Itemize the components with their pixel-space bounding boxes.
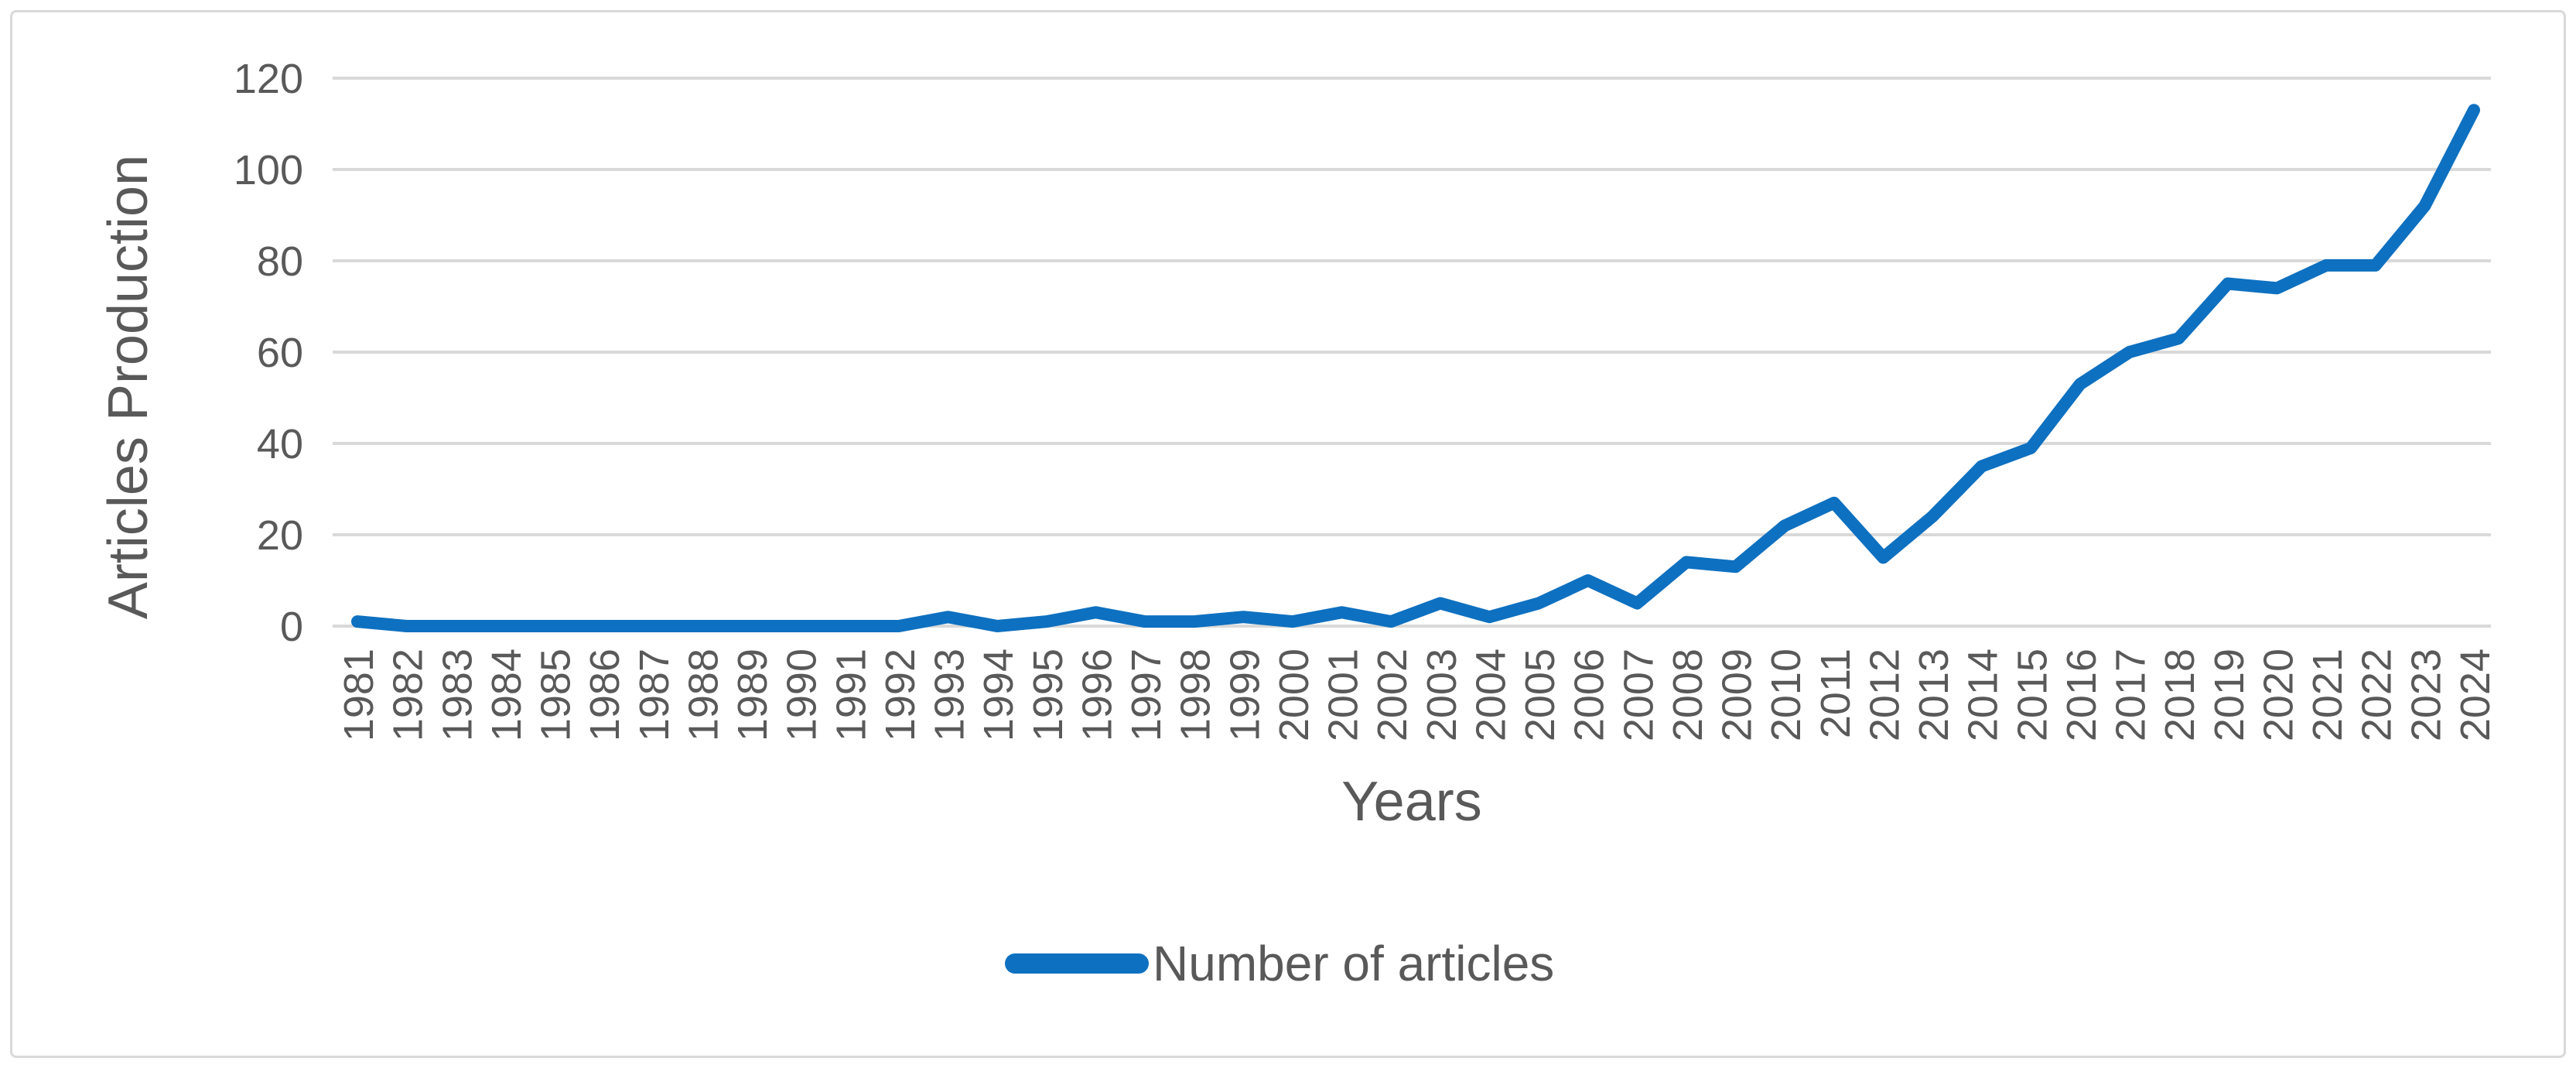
x-tick-label: 1999 [1221,649,1268,741]
x-tick-label: 2002 [1369,649,1416,741]
x-tick-label: 1992 [877,649,924,741]
y-tick-label: 100 [234,147,303,193]
x-tick-label: 2023 [2403,649,2449,741]
x-tick-label: 2010 [1763,649,1809,741]
x-tick-label: 1989 [729,649,776,741]
x-tick-label: 1987 [631,649,678,741]
legend: Number of articles [1005,936,1554,991]
x-axis-title: Years [1341,771,1481,833]
x-tick-label: 2021 [2304,649,2351,741]
x-tick-label: 1995 [1025,649,1071,741]
x-tick-label: 2009 [1714,649,1761,741]
y-axis-tick-labels: 0 20 40 60 80 100 120 [234,56,303,650]
x-tick-label: 1993 [927,649,973,741]
x-tick-label: 2019 [2206,649,2253,741]
y-axis-title: Articles Production [97,155,159,619]
x-tick-label: 1996 [1074,649,1120,741]
x-tick-label: 2013 [1911,649,1957,741]
y-tick-label: 20 [257,512,303,559]
x-tick-label: 2000 [1271,649,1317,741]
x-tick-label: 1997 [1123,649,1170,741]
y-tick-label: 40 [257,421,303,467]
x-tick-label: 1990 [779,649,825,741]
x-tick-label: 1982 [385,649,432,741]
legend-label: Number of articles [1153,936,1554,991]
y-tick-label: 80 [257,238,303,285]
y-tick-label: 120 [234,56,303,102]
series-line-number-of-articles [351,104,2480,632]
x-tick-label: 2016 [2058,649,2105,741]
x-tick-label: 2018 [2157,649,2203,741]
x-tick-label: 1998 [1173,649,1219,741]
x-tick-label: 1983 [434,649,480,741]
x-tick-label: 2003 [1419,649,1465,741]
x-tick-label: 1984 [483,649,530,741]
x-tick-label: 1991 [828,649,874,741]
x-tick-label: 2008 [1665,649,1711,741]
x-tick-label: 2004 [1467,649,1514,741]
x-tick-label: 2006 [1566,649,1613,741]
gridlines [333,77,2491,628]
x-tick-label: 2005 [1517,649,1563,741]
y-tick-label: 60 [257,330,303,376]
x-tick-label: 2022 [2354,649,2400,741]
x-tick-label: 2020 [2255,649,2301,741]
x-tick-label: 2024 [2452,649,2499,741]
x-tick-label: 2011 [1812,649,1859,738]
x-tick-label: 2001 [1320,649,1367,741]
y-tick-label: 0 [280,604,303,650]
x-tick-label: 2017 [2108,649,2154,741]
x-tick-label: 1994 [975,649,1022,741]
x-tick-label: 2015 [2009,649,2055,741]
x-tick-label: 1985 [533,649,579,741]
x-tick-label: 1986 [582,649,628,741]
x-axis-tick-labels: 1981 1982 1983 1984 1985 1986 1987 1988 1989 1990… [336,649,2499,741]
x-tick-label: 2014 [1960,649,2007,741]
x-tick-label: 2007 [1615,649,1662,741]
x-tick-label: 1988 [680,649,726,741]
x-tick-label: 1981 [336,649,382,741]
x-tick-label: 2012 [1861,649,1908,741]
